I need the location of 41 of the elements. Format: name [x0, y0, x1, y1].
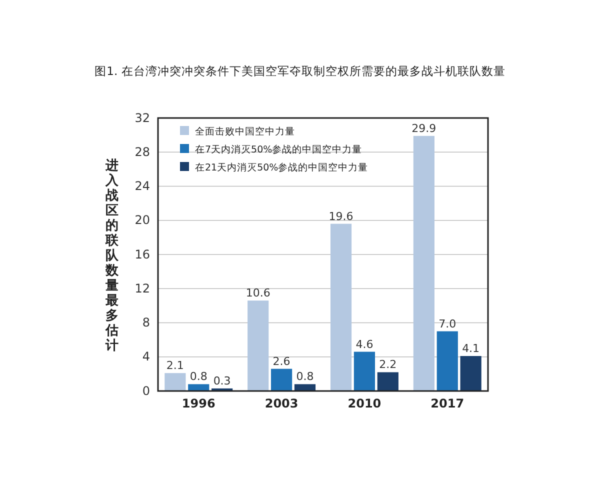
- bar: [294, 384, 316, 391]
- data-label: 4.1: [462, 342, 480, 356]
- y-tick-label: 24: [134, 179, 150, 194]
- chart-title: 图1. 在台湾冲突冲突条件下美国空军夺取制空权所需要的最多战斗机联队数量: [94, 64, 506, 78]
- y-tick-label: 16: [134, 247, 150, 262]
- bar: [460, 356, 482, 391]
- data-label: 10.6: [246, 286, 270, 300]
- y-tick-label: 0: [142, 384, 150, 398]
- x-tick-label: 2010: [348, 396, 382, 411]
- data-label: 0.8: [190, 370, 208, 384]
- x-tick-label: 1996: [182, 396, 216, 411]
- bar: [330, 224, 352, 391]
- bar: [164, 373, 186, 391]
- y-tick-label: 4: [142, 350, 150, 364]
- data-label: 19.6: [328, 210, 354, 223]
- data-label: 2.6: [272, 354, 290, 368]
- bar: [188, 384, 210, 391]
- bar: [436, 331, 458, 391]
- y-tick-label: 12: [134, 281, 150, 296]
- x-tick-label: 2017: [430, 396, 464, 411]
- legend-label: 在7天内消灭50%参战的中国空中力量: [195, 144, 362, 156]
- data-label: 7.0: [438, 317, 456, 330]
- y-tick-label: 8: [142, 316, 150, 330]
- data-label: 0.3: [213, 374, 231, 388]
- bar: [377, 372, 398, 391]
- y-tick-label: 28: [134, 144, 150, 159]
- text: 进入战区的联队数量最多估计: [106, 158, 118, 354]
- legend-label: 在21天内消灭50%参战的中国空中力量: [195, 162, 368, 174]
- data-label: 2.2: [379, 358, 397, 372]
- bar: [413, 136, 434, 391]
- data-label: 29.9: [412, 122, 436, 135]
- y-tick-label: 32: [134, 110, 150, 125]
- bar: [248, 300, 269, 391]
- x-tick-label: 2003: [264, 396, 298, 411]
- data-label: 2.1: [166, 359, 184, 372]
- data-label: 4.6: [356, 338, 374, 351]
- legend-label: 全面击败中国空中力量: [195, 126, 295, 138]
- bar: [354, 352, 376, 391]
- y-tick-label: 20: [134, 213, 150, 228]
- data-label: 0.8: [296, 370, 314, 384]
- bar: [270, 368, 292, 391]
